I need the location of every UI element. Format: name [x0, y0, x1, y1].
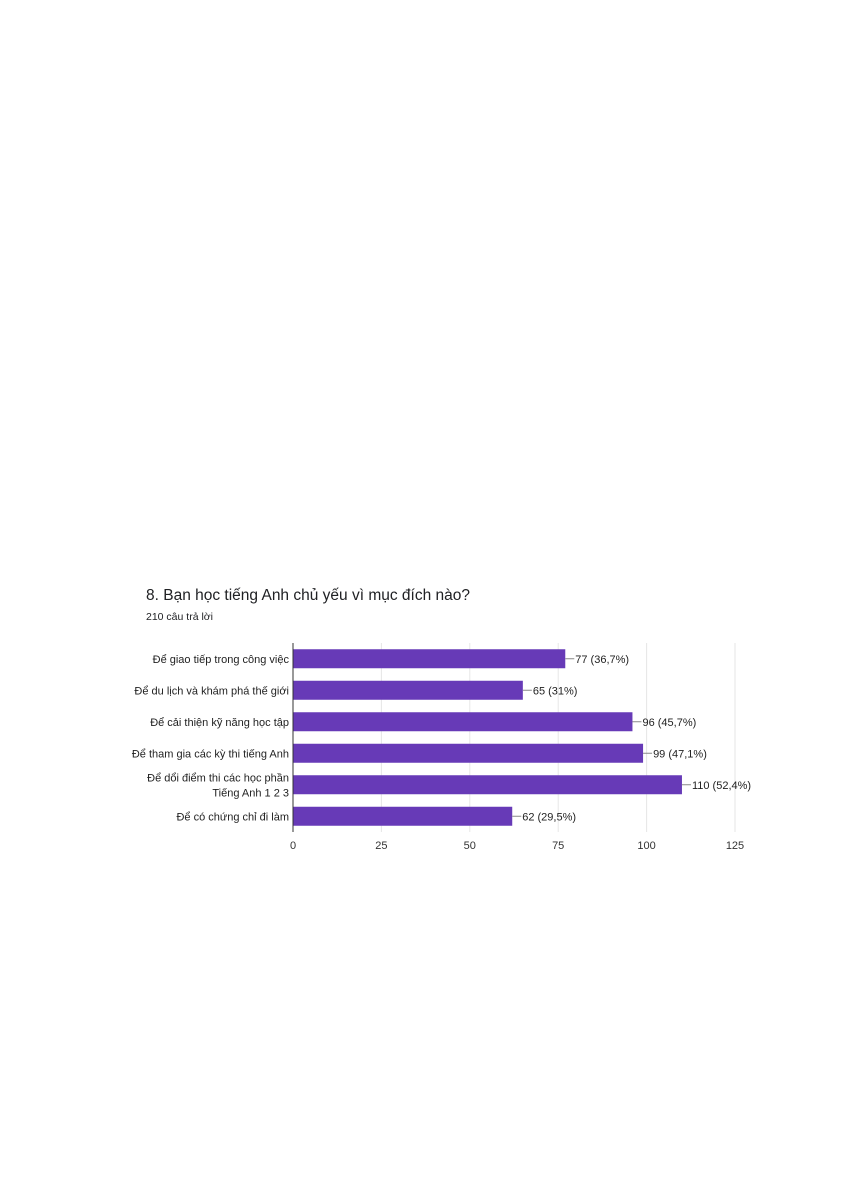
- response-count: 210 câu trả lời: [146, 611, 214, 623]
- data-label: 99 (47,1%): [653, 748, 707, 760]
- x-tick-label: 75: [552, 840, 564, 852]
- x-tick-label: 125: [726, 840, 744, 852]
- bar: [293, 680, 523, 700]
- category-label: Tiếng Anh 1 2 3: [212, 787, 289, 799]
- data-label: 77 (36,7%): [575, 654, 629, 666]
- x-tick-label: 50: [464, 840, 476, 852]
- data-label: 65 (31%): [533, 685, 578, 697]
- bar: [293, 806, 513, 826]
- x-tick-label: 0: [290, 840, 296, 852]
- bar: [293, 775, 682, 795]
- x-tick-label: 100: [637, 840, 655, 852]
- data-label: 62 (29,5%): [522, 811, 576, 823]
- category-label: Để tham gia các kỳ thi tiếng Anh: [132, 748, 289, 760]
- category-label: Để cải thiện kỹ năng học tập: [150, 717, 289, 729]
- category-label: Để giao tiếp trong công việc: [153, 654, 290, 666]
- data-label: 96 (45,7%): [642, 717, 696, 729]
- x-tick-label: 25: [375, 840, 387, 852]
- category-label: Để du lịch và khám phá thế giới: [134, 685, 289, 697]
- bar: [293, 712, 633, 732]
- bar: [293, 649, 566, 669]
- category-label: Để dổi điểm thi các học phần: [147, 772, 289, 784]
- data-label: 110 (52,4%): [692, 780, 751, 792]
- category-label: Để có chứng chỉ đi làm: [176, 811, 289, 823]
- bar: [293, 743, 644, 763]
- chart-title: 8. Bạn học tiếng Anh chủ yếu vì mục đích…: [146, 587, 470, 604]
